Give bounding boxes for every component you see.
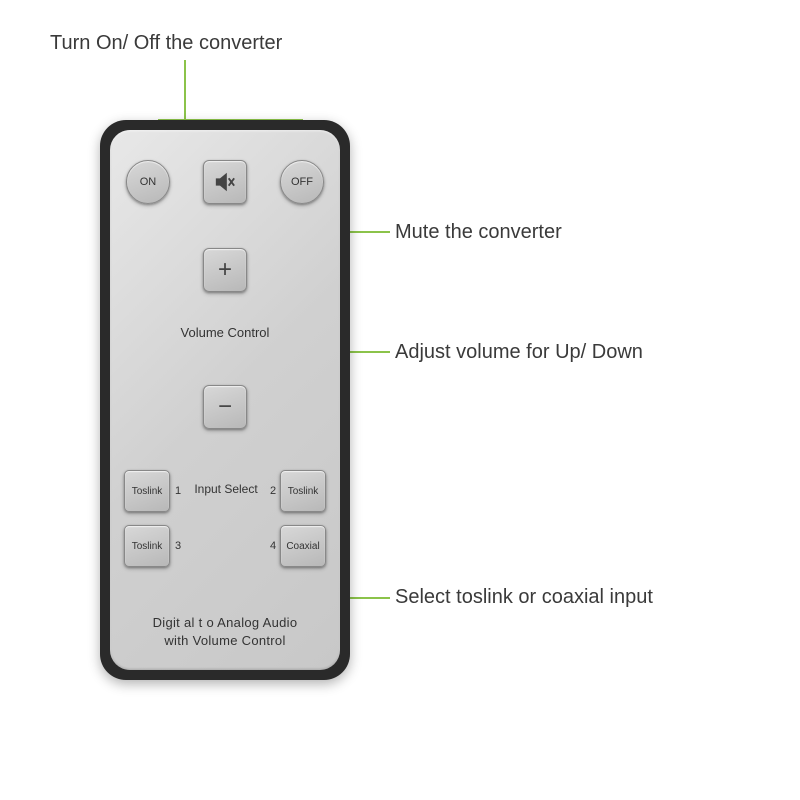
mute-button[interactable]	[203, 160, 247, 204]
minus-icon: −	[218, 393, 232, 421]
remote-footer: Digit al t o Analog Audio with Volume Co…	[110, 614, 340, 650]
footer-line-2: with Volume Control	[110, 632, 340, 650]
input-num-2: 2	[270, 485, 276, 497]
toslink-3-button[interactable]: Toslink	[124, 525, 170, 567]
input-num-3: 3	[175, 540, 181, 552]
coaxial-label: Coaxial	[286, 541, 319, 552]
coaxial-button[interactable]: Coaxial	[280, 525, 326, 567]
toslink-2-button[interactable]: Toslink	[280, 470, 326, 512]
input-num-1: 1	[175, 485, 181, 497]
on-button-label: ON	[140, 176, 157, 188]
annotation-volume: Adjust volume for Up/ Down	[395, 341, 643, 364]
toslink-3-label: Toslink	[132, 541, 163, 552]
mute-icon	[214, 171, 236, 193]
toslink-2-label: Toslink	[288, 486, 319, 497]
toslink-1-button[interactable]: Toslink	[124, 470, 170, 512]
input-select-label: Input Select	[186, 482, 266, 496]
volume-up-button[interactable]: +	[203, 248, 247, 292]
input-num-4: 4	[270, 540, 276, 552]
on-button[interactable]: ON	[126, 160, 170, 204]
annotation-power: Turn On/ Off the converter	[50, 32, 282, 55]
footer-line-1: Digit al t o Analog Audio	[110, 614, 340, 632]
volume-down-button[interactable]: −	[203, 385, 247, 429]
toslink-1-label: Toslink	[132, 486, 163, 497]
annotation-mute: Mute the converter	[395, 221, 562, 244]
off-button[interactable]: OFF	[280, 160, 324, 204]
plus-icon: +	[218, 256, 232, 284]
remote-face: ON OFF + Volume Control − Toslink 1 Inpu…	[110, 130, 340, 670]
annotation-input: Select toslink or coaxial input	[395, 586, 653, 609]
off-button-label: OFF	[291, 176, 313, 188]
volume-control-label: Volume Control	[110, 325, 340, 340]
remote-body: ON OFF + Volume Control − Toslink 1 Inpu…	[100, 120, 350, 680]
